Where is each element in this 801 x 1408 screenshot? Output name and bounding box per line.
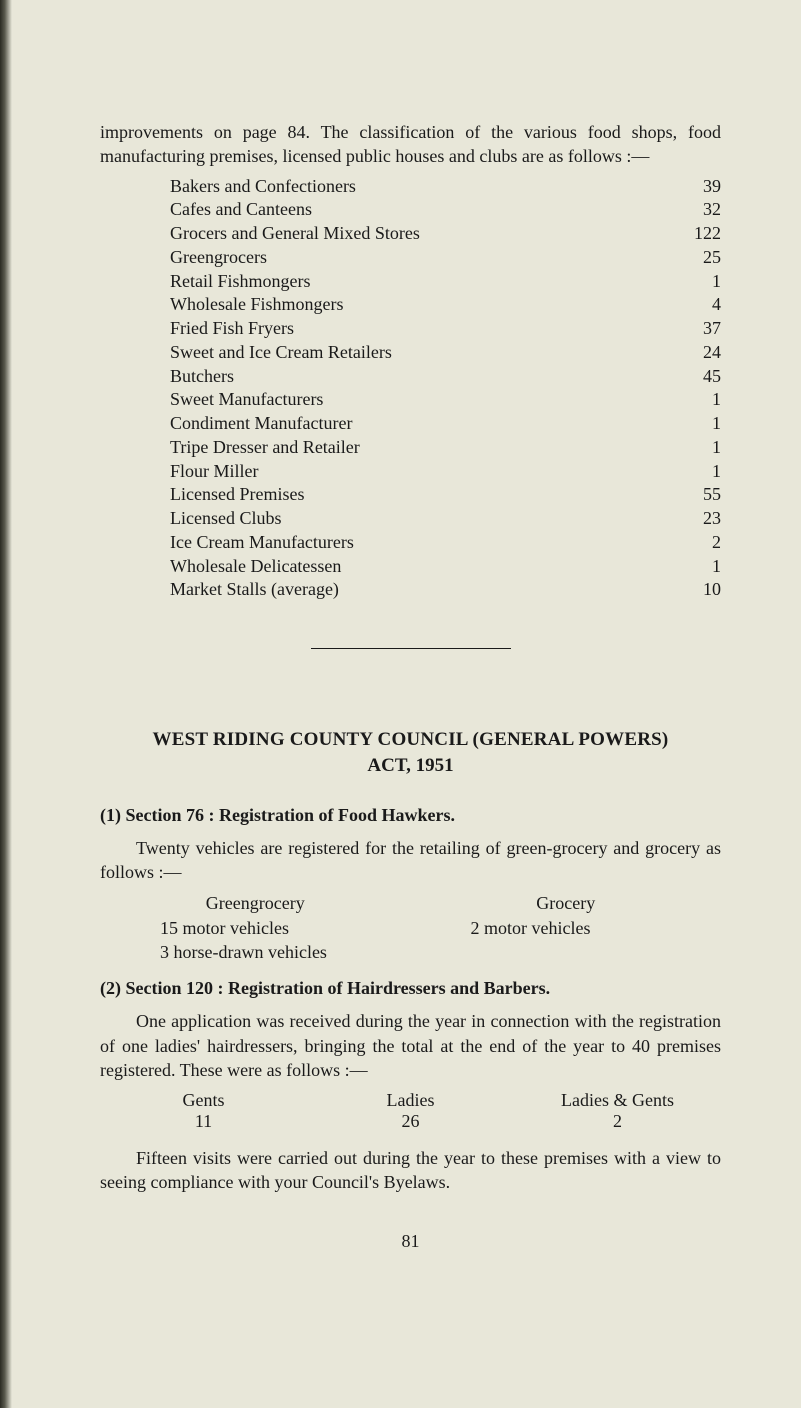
list-item-value: 1 bbox=[671, 270, 721, 294]
vehicles-columns: Greengrocery 15 motor vehicles 3 horse-d… bbox=[100, 893, 721, 965]
list-item-label: Greengrocers bbox=[170, 246, 267, 270]
gents-value: 11 bbox=[100, 1111, 307, 1132]
ladies-value: 26 bbox=[307, 1111, 514, 1132]
list-item-label: Market Stalls (average) bbox=[170, 578, 339, 602]
list-row: Sweet and Ice Cream Retailers 24 bbox=[170, 341, 721, 365]
list-item-value: 55 bbox=[671, 483, 721, 507]
list-row: Flour Miller 1 bbox=[170, 460, 721, 484]
list-item-value: 24 bbox=[671, 341, 721, 365]
list-item-label: Ice Cream Manufacturers bbox=[170, 531, 354, 555]
act-title-line1: WEST RIDING COUNTY COUNCIL (GENERAL POWE… bbox=[100, 729, 721, 751]
section-1-heading: (1) Section 76 : Registration of Food Ha… bbox=[100, 805, 721, 826]
list-row: Tripe Dresser and Retailer 1 bbox=[170, 436, 721, 460]
ladies-gents-value: 2 bbox=[514, 1111, 721, 1132]
list-item-label: Sweet Manufacturers bbox=[170, 388, 323, 412]
list-item-value: 2 bbox=[671, 531, 721, 555]
ladies-heading: Ladies bbox=[307, 1090, 514, 1111]
list-item-label: Fried Fish Fryers bbox=[170, 317, 294, 341]
binding-shadow bbox=[0, 0, 12, 1408]
grocery-heading: Grocery bbox=[411, 893, 722, 914]
list-item-value: 37 bbox=[671, 317, 721, 341]
grocery-line-1: 2 motor vehicles bbox=[471, 916, 722, 940]
gents-heading: Gents bbox=[100, 1090, 307, 1111]
list-item-label: Butchers bbox=[170, 365, 234, 389]
list-item-value: 32 bbox=[671, 198, 721, 222]
intro-paragraph: improvements on page 84. The classificat… bbox=[100, 120, 721, 169]
list-item-label: Wholesale Fishmongers bbox=[170, 293, 343, 317]
section-2-body: One application was received during the … bbox=[100, 1009, 721, 1082]
greengrocery-column: Greengrocery 15 motor vehicles 3 horse-d… bbox=[100, 893, 411, 965]
divider-rule bbox=[311, 648, 511, 649]
list-item-label: Wholesale Delicatessen bbox=[170, 555, 341, 579]
list-row: Grocers and General Mixed Stores 122 bbox=[170, 222, 721, 246]
ladies-column: Ladies 26 bbox=[307, 1090, 514, 1132]
greengrocery-line-2: 3 horse-drawn vehicles bbox=[160, 940, 411, 964]
list-item-label: Licensed Premises bbox=[170, 483, 304, 507]
section-2-heading: (2) Section 120 : Registration of Hairdr… bbox=[100, 978, 721, 999]
list-item-value: 1 bbox=[671, 555, 721, 579]
list-row: Fried Fish Fryers 37 bbox=[170, 317, 721, 341]
list-row: Bakers and Confectioners 39 bbox=[170, 175, 721, 199]
list-item-value: 4 bbox=[671, 293, 721, 317]
list-item-label: Condiment Manufacturer bbox=[170, 412, 352, 436]
list-item-label: Cafes and Canteens bbox=[170, 198, 312, 222]
list-row: Wholesale Fishmongers 4 bbox=[170, 293, 721, 317]
list-item-label: Flour Miller bbox=[170, 460, 259, 484]
gents-column: Gents 11 bbox=[100, 1090, 307, 1132]
list-row: Licensed Premises 55 bbox=[170, 483, 721, 507]
list-item-value: 1 bbox=[671, 412, 721, 436]
list-item-value: 25 bbox=[671, 246, 721, 270]
list-item-label: Bakers and Confectioners bbox=[170, 175, 356, 199]
list-item-label: Licensed Clubs bbox=[170, 507, 281, 531]
act-title-line2: ACT, 1951 bbox=[100, 755, 721, 777]
list-row: Condiment Manufacturer 1 bbox=[170, 412, 721, 436]
list-item-label: Grocers and General Mixed Stores bbox=[170, 222, 420, 246]
list-item-value: 1 bbox=[671, 460, 721, 484]
list-item-value: 23 bbox=[671, 507, 721, 531]
list-row: Licensed Clubs 23 bbox=[170, 507, 721, 531]
hairdressers-table: Gents 11 Ladies 26 Ladies & Gents 2 bbox=[100, 1090, 721, 1132]
page: improvements on page 84. The classificat… bbox=[0, 0, 801, 1408]
list-row: Butchers 45 bbox=[170, 365, 721, 389]
list-item-value: 1 bbox=[671, 436, 721, 460]
ladies-gents-heading: Ladies & Gents bbox=[514, 1090, 721, 1111]
closing-paragraph: Fifteen visits were carried out during t… bbox=[100, 1146, 721, 1195]
food-premises-list: Bakers and Confectioners39Cafes and Cant… bbox=[170, 175, 721, 603]
greengrocery-line-1: 15 motor vehicles bbox=[160, 916, 411, 940]
list-item-value: 39 bbox=[671, 175, 721, 199]
page-number: 81 bbox=[100, 1231, 721, 1252]
grocery-column: Grocery 2 motor vehicles bbox=[411, 893, 722, 965]
list-item-value: 1 bbox=[671, 388, 721, 412]
list-item-label: Retail Fishmongers bbox=[170, 270, 311, 294]
list-item-value: 45 bbox=[671, 365, 721, 389]
ladies-gents-column: Ladies & Gents 2 bbox=[514, 1090, 721, 1132]
greengrocery-heading: Greengrocery bbox=[100, 893, 411, 914]
list-row: Greengrocers 25 bbox=[170, 246, 721, 270]
list-row: Retail Fishmongers 1 bbox=[170, 270, 721, 294]
list-item-label: Tripe Dresser and Retailer bbox=[170, 436, 360, 460]
list-item-value: 10 bbox=[671, 578, 721, 602]
list-row: Sweet Manufacturers 1 bbox=[170, 388, 721, 412]
list-row: Market Stalls (average) 10 bbox=[170, 578, 721, 602]
list-item-label: Sweet and Ice Cream Retailers bbox=[170, 341, 392, 365]
list-row: Ice Cream Manufacturers 2 bbox=[170, 531, 721, 555]
list-row: Wholesale Delicatessen 1 bbox=[170, 555, 721, 579]
section-1-body: Twenty vehicles are registered for the r… bbox=[100, 836, 721, 885]
list-item-value: 122 bbox=[671, 222, 721, 246]
list-row: Cafes and Canteens 32 bbox=[170, 198, 721, 222]
